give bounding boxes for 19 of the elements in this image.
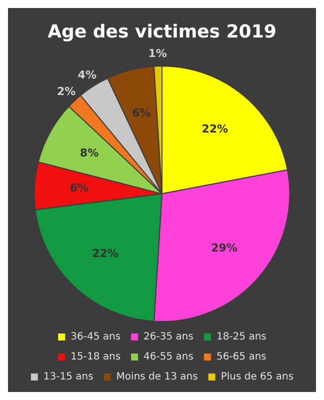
data-label: 29% xyxy=(211,242,238,255)
legend-label: 13-15 ans xyxy=(43,372,94,383)
chart-title: Age des victimes 2019 xyxy=(48,21,276,42)
legend-label: 15-18 ans xyxy=(70,352,121,363)
legend-label: 46-55 ans xyxy=(144,352,194,363)
data-label: 22% xyxy=(202,122,228,136)
data-label: 2% xyxy=(57,84,76,98)
data-label: 6% xyxy=(70,181,89,194)
legend-label: 26-35 ans xyxy=(144,332,194,343)
legend-label: Plus de 65 ans xyxy=(220,372,294,383)
legend-label: 36-45 ans xyxy=(70,332,121,343)
data-label: 6% xyxy=(132,106,151,120)
data-label: 22% xyxy=(92,247,118,260)
data-label: 1% xyxy=(148,47,167,60)
data-label: 4% xyxy=(78,68,96,82)
legend-label: 56-65 ans xyxy=(216,352,266,363)
data-label: 8% xyxy=(80,146,99,160)
legend-label: Moins de 13 ans xyxy=(116,372,198,383)
legend-label: 18-25 ans xyxy=(216,332,266,343)
